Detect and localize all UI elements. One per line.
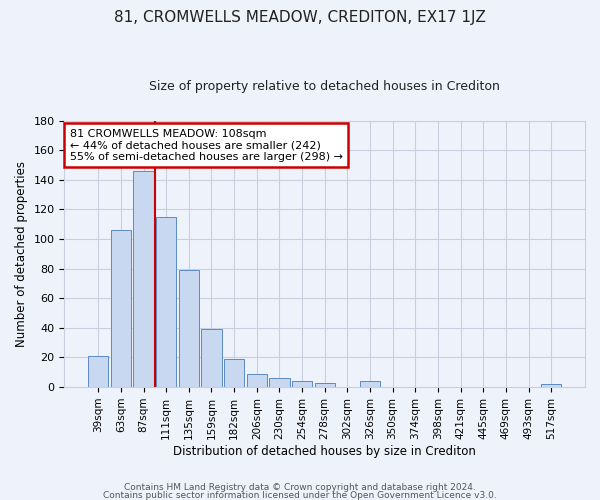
Bar	[156, 217, 176, 387]
Bar	[111, 230, 131, 387]
Bar	[247, 374, 267, 387]
Bar	[88, 356, 109, 387]
Bar	[224, 359, 244, 387]
X-axis label: Distribution of detached houses by size in Crediton: Distribution of detached houses by size …	[173, 444, 476, 458]
Bar	[201, 330, 221, 387]
Bar	[360, 381, 380, 387]
Bar	[292, 381, 312, 387]
Bar	[179, 270, 199, 387]
Text: 81, CROMWELLS MEADOW, CREDITON, EX17 1JZ: 81, CROMWELLS MEADOW, CREDITON, EX17 1JZ	[114, 10, 486, 25]
Text: Contains HM Land Registry data © Crown copyright and database right 2024.: Contains HM Land Registry data © Crown c…	[124, 484, 476, 492]
Bar	[541, 384, 562, 387]
Bar	[314, 382, 335, 387]
Y-axis label: Number of detached properties: Number of detached properties	[15, 161, 28, 347]
Title: Size of property relative to detached houses in Crediton: Size of property relative to detached ho…	[149, 80, 500, 93]
Bar	[269, 378, 290, 387]
Text: Contains public sector information licensed under the Open Government Licence v3: Contains public sector information licen…	[103, 490, 497, 500]
Text: 81 CROMWELLS MEADOW: 108sqm
← 44% of detached houses are smaller (242)
55% of se: 81 CROMWELLS MEADOW: 108sqm ← 44% of det…	[70, 128, 343, 162]
Bar	[133, 171, 154, 387]
